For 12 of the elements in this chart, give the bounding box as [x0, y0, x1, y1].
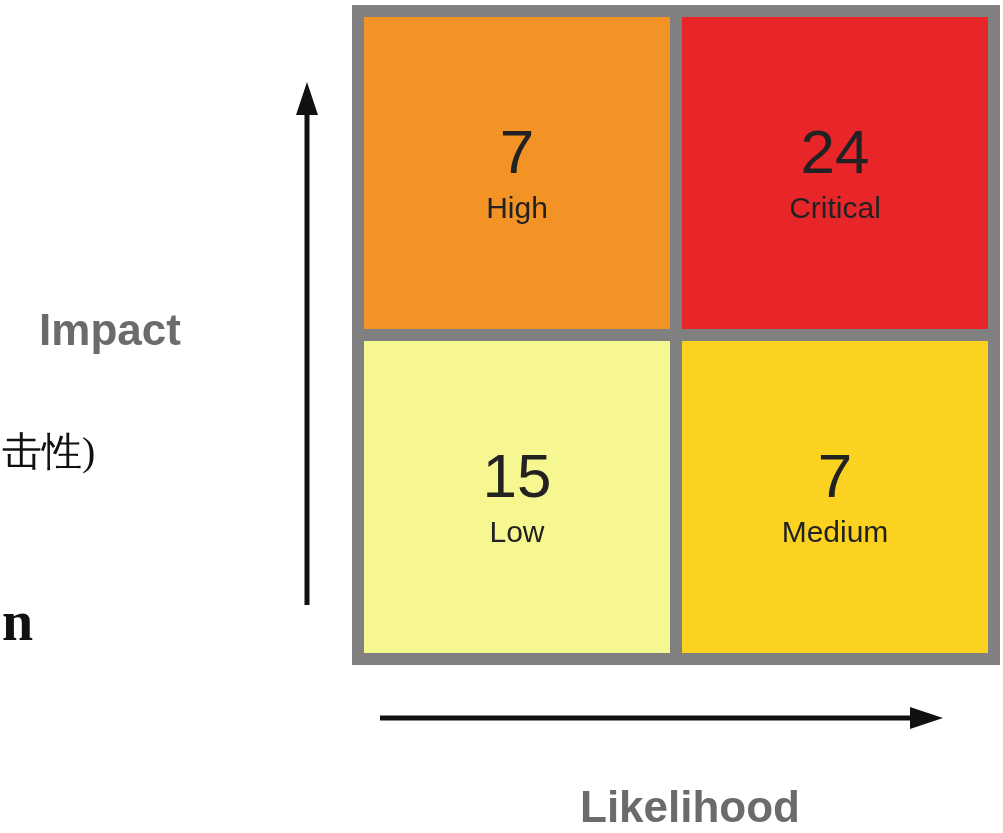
- text: 击性): [2, 429, 96, 474]
- data-label: 24: [800, 117, 870, 186]
- x-axis-title: Likelihood: [580, 782, 800, 831]
- data-label: 15: [482, 441, 552, 510]
- annotation: Low: [489, 515, 545, 548]
- annotation: Medium: [781, 515, 889, 548]
- text: n: [2, 590, 34, 652]
- annotation: High: [486, 191, 548, 224]
- data-label: 7: [817, 441, 853, 510]
- data-label: 7: [499, 117, 535, 186]
- annotation: Critical: [789, 191, 881, 224]
- y-axis-title: Impact: [39, 305, 182, 354]
